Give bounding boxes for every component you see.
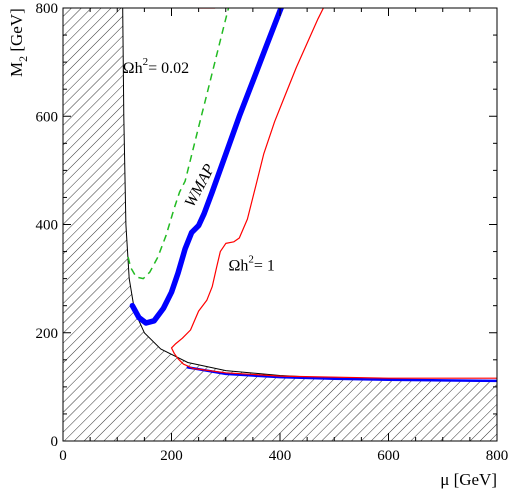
y-tick-label: 400	[36, 218, 59, 234]
excluded-region	[63, 8, 497, 441]
x-tick-label: 800	[486, 448, 509, 464]
x-axis-label: μ [GeV]	[440, 470, 497, 489]
y-tick-label: 200	[36, 326, 59, 342]
x-tick-label: 400	[269, 448, 292, 464]
y-tick-label: 800	[36, 1, 59, 17]
y-tick-label: 0	[51, 434, 59, 450]
series-line-1	[127, 8, 230, 280]
omega-1-annotation: Ωh2= 1	[228, 254, 274, 275]
series-line-3	[186, 366, 497, 383]
y-axis-label: M2 [GeV]	[7, 8, 30, 77]
x-tick-label: 200	[160, 448, 183, 464]
y-tick-label: 600	[36, 109, 59, 125]
x-tick-label: 0	[59, 448, 67, 464]
series-line-2	[129, 8, 284, 326]
x-tick-label: 600	[377, 448, 400, 464]
omega-002-annotation: Ωh2= 0.02	[123, 56, 189, 77]
series-line-5	[170, 8, 497, 379]
